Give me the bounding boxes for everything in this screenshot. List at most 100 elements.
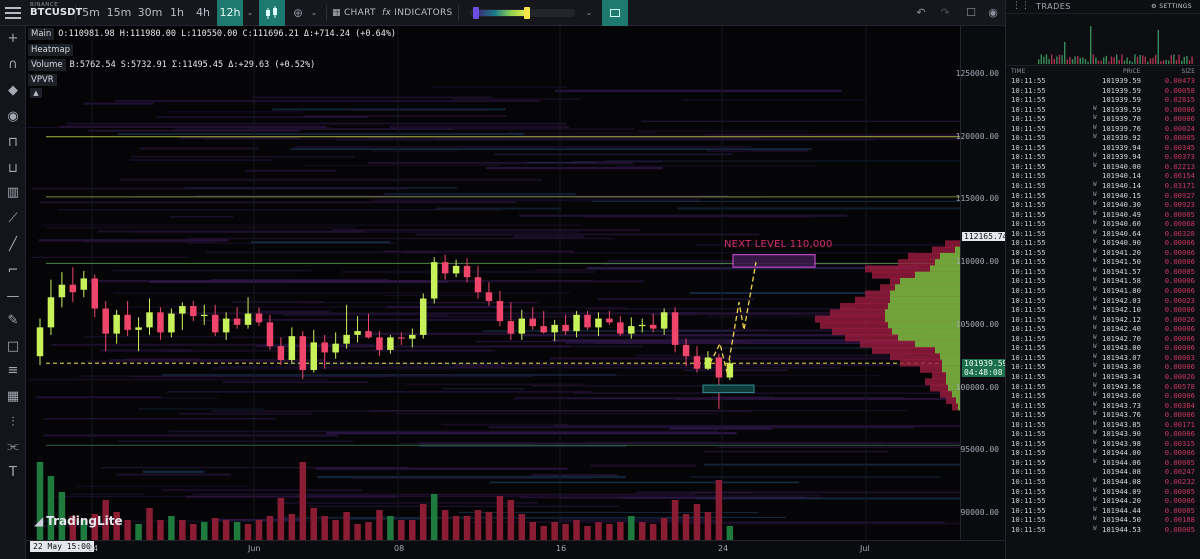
pitchfork-icon[interactable]: ⫘ — [7, 439, 19, 454]
globe-icon[interactable]: ⊕ — [292, 6, 304, 20]
trade-row: 10:11:55 W 101940.90 0.00006 — [1006, 238, 1200, 248]
trade-row: 10:11:55 W 101944.09 0.00005 — [1006, 487, 1200, 497]
fib-levels-icon[interactable]: ≡ — [7, 363, 19, 378]
lock-icon[interactable]: ⊓ — [7, 135, 19, 150]
heatmap-mode-button[interactable] — [602, 0, 628, 26]
chevron-down-icon[interactable]: ⌄ — [310, 8, 318, 17]
trade-size: 0.00006 — [1164, 496, 1195, 506]
volume-bar — [496, 496, 504, 540]
vpvr-bar-buy — [955, 246, 960, 254]
indicators-button[interactable]: fx INDICATORS — [382, 0, 453, 26]
candle-body — [168, 313, 175, 333]
price-chart[interactable]: Main O:110981.98 H:111980.00 L:110550.00 … — [26, 26, 960, 540]
pencil-icon[interactable]: ✎ — [7, 313, 19, 328]
eraser-icon[interactable]: ◆ — [8, 83, 18, 98]
hamburger-menu-icon[interactable] — [4, 4, 22, 22]
crosshair-icon[interactable]: + — [7, 31, 19, 46]
trades-list[interactable]: 10:11:55 101939.59 0.00473 10:11:55 101939.5… — [1006, 76, 1200, 534]
chart-button[interactable]: ▦ CHART — [332, 0, 376, 26]
heatmap-streak — [384, 192, 576, 195]
timeframe-15m[interactable]: 15m — [106, 6, 132, 19]
trendline-icon[interactable]: ╱ — [9, 237, 17, 252]
horizontal-line-icon[interactable]: — — [6, 289, 20, 304]
trade-row: 10:11:55 W 101944.44 0.00005 — [1006, 506, 1200, 516]
redo-icon[interactable]: ↷ — [940, 6, 950, 19]
main-tag[interactable]: Main — [28, 28, 55, 40]
heatmap-streak — [484, 468, 548, 470]
heatmap-streak — [554, 424, 960, 428]
heatmap-streak — [389, 125, 570, 129]
undo-icon[interactable]: ↶ — [916, 6, 926, 19]
fullscreen-icon[interactable]: ☐ — [966, 6, 976, 19]
trade-price: 101942.03 — [1102, 295, 1141, 305]
volume-bar — [266, 516, 274, 540]
candle-body — [387, 337, 394, 350]
heatmap-streak — [592, 200, 960, 202]
trades-panel: ⋮⋮ TRADES ⚙ SETTINGS TIME PRICE SIZE 10:… — [1005, 0, 1200, 559]
slider-handle-high[interactable] — [524, 7, 530, 19]
heatmap-streak — [381, 374, 882, 376]
candle-body — [135, 327, 142, 330]
volume-bar — [146, 508, 153, 540]
time-axis[interactable]: 22 May 15:00 24 Jun 08 16 24 Jul — [26, 540, 1005, 559]
heatmap-streak — [683, 369, 789, 372]
lock-alt-icon[interactable]: ⊔ — [7, 161, 19, 176]
trash-icon[interactable]: ▥ — [6, 185, 20, 200]
trade-marker: W — [1093, 286, 1097, 294]
chevron-down-icon[interactable]: ⌄ — [246, 8, 254, 17]
trade-row: 10:11:55 W 101943.30 0.00006 — [1006, 362, 1200, 372]
symbol-selector[interactable]: BINANCE BTCUSDT — [30, 2, 82, 18]
trade-volume-bar — [1118, 60, 1120, 64]
heatmap-streak — [125, 358, 200, 360]
settings-button[interactable]: ⚙ SETTINGS — [1151, 3, 1192, 10]
trade-size: 0.03171 — [1164, 181, 1195, 191]
heatmap-streak — [716, 398, 960, 400]
ruler-icon[interactable]: ⟋ — [8, 211, 18, 226]
heatmap-streak — [180, 136, 300, 140]
volume-tag[interactable]: Volume — [28, 59, 66, 71]
trade-marker: W — [1093, 266, 1097, 274]
path-icon[interactable]: ⌐ — [7, 263, 19, 278]
trade-volume-bar — [1147, 61, 1149, 64]
timeframe-4h[interactable]: 4h — [196, 6, 210, 19]
drag-handle-icon[interactable]: ⋮⋮ — [1012, 1, 1030, 11]
candle-body — [715, 357, 723, 378]
heatmap-tag[interactable]: Heatmap — [28, 44, 74, 56]
trade-price: 101944.08 — [1102, 467, 1141, 477]
trade-time: 10:11:55 — [1011, 362, 1046, 372]
magnet-icon[interactable]: ∩ — [8, 57, 18, 72]
grid-icon[interactable]: ▦ — [6, 389, 20, 404]
timeframe-12h[interactable]: 12h — [217, 0, 243, 26]
heatmap-streak — [486, 166, 663, 170]
position-icon[interactable]: ⫶ — [11, 415, 15, 430]
trade-volume-bar — [1058, 54, 1061, 64]
window-controls: ☐ ◉ — [960, 0, 1005, 26]
slider-handle-low[interactable] — [473, 7, 479, 19]
timeframe-5m[interactable]: 5m — [82, 6, 100, 19]
vpvr-bar — [952, 403, 960, 411]
screen-icon — [610, 9, 620, 17]
vpvr-tag[interactable]: VPVR — [28, 74, 57, 86]
candle-body — [485, 292, 493, 302]
vpvr-bar — [925, 378, 960, 386]
text-icon[interactable]: T — [9, 465, 17, 480]
collapse-legend-chevron-icon[interactable]: ▲ — [30, 88, 42, 98]
trade-time: 10:11:55 — [1011, 467, 1046, 477]
chart-canvas[interactable] — [26, 26, 960, 540]
rectangle-icon[interactable]: □ — [6, 339, 20, 354]
trade-time: 10:11:55 — [1011, 114, 1046, 124]
trade-price: 101939.59 — [1102, 76, 1141, 85]
timeframe-30m[interactable]: 30m — [137, 6, 163, 19]
heatmap-range-slider[interactable] — [470, 7, 575, 19]
heatmap-streak — [59, 125, 326, 128]
eye-icon[interactable]: ◉ — [7, 109, 19, 124]
chevron-down-icon[interactable]: ⌄ — [585, 8, 593, 17]
price-tick: 125000.00 — [955, 69, 999, 78]
camera-icon[interactable]: ◉ — [988, 6, 998, 19]
candlestick-chart-button[interactable] — [259, 0, 285, 26]
price-axis[interactable]: 125000.00 120000.00 115000.00 110000.00 1050… — [956, 26, 1010, 540]
trade-time: 10:11:55 — [1011, 333, 1046, 343]
heatmap-streak — [97, 230, 364, 233]
trade-volume-bar — [1181, 60, 1183, 64]
timeframe-1h[interactable]: 1h — [170, 6, 184, 19]
